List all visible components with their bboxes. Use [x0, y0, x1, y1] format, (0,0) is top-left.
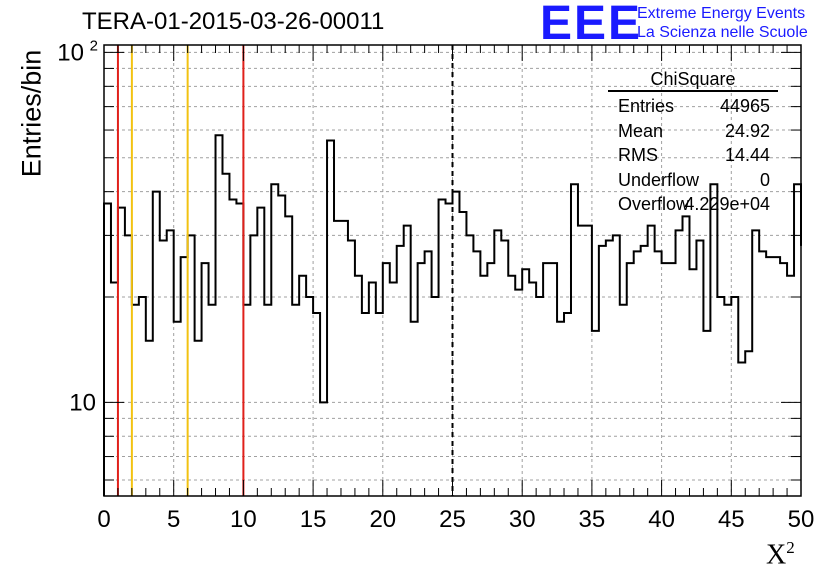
stats-row-entries: Entries 44965	[610, 94, 776, 119]
x-axis-label: X2	[766, 538, 795, 571]
x-tick-label: 35	[579, 506, 606, 533]
y-tick-label: 10	[69, 389, 96, 416]
stats-value: 24.92	[724, 120, 770, 141]
x-tick-label: 45	[718, 506, 745, 533]
x-tick-label: 5	[167, 506, 180, 533]
x-tick-label: 0	[97, 506, 110, 533]
logo-caption: Extreme Energy Events La Scienza nelle S…	[637, 4, 808, 42]
x-tick-label: 30	[509, 506, 536, 533]
stats-box: ChiSquare Entries 44965 Mean 24.92 RMS 14.4…	[608, 68, 778, 217]
y-tick-label: 10	[57, 39, 84, 66]
x-tick-label: 10	[230, 506, 257, 533]
stats-key: RMS	[618, 145, 658, 165]
stats-row-overflow: Overflow 4.229e+04	[610, 192, 776, 217]
stats-row-mean: Mean 24.92	[610, 119, 776, 144]
stats-key: Entries	[618, 96, 675, 116]
stats-value: 44965	[719, 96, 770, 116]
eee-logo: EEE	[540, 0, 643, 50]
stats-title: ChiSquare	[608, 68, 778, 92]
stats-row-underflow: Underflow 0	[610, 168, 776, 193]
stats-value: 14.44	[724, 145, 770, 165]
y-tick-label-sup: 2	[90, 37, 98, 54]
x-axis-label-base: X	[766, 539, 787, 571]
logo-line-2: La Scienza nelle Scuole	[637, 24, 808, 41]
stats-key: Mean	[618, 120, 664, 141]
chart-title: TERA-01-2015-03-26-00011	[82, 8, 385, 35]
x-tick-label: 40	[648, 506, 675, 533]
x-tick-label: 15	[300, 506, 327, 533]
x-tick-label: 50	[788, 506, 815, 533]
histogram-line	[103, 134, 802, 496]
stats-row-rms: RMS 14.44	[610, 143, 776, 168]
stats-key: Underflow	[618, 169, 700, 190]
x-tick-label: 20	[369, 506, 396, 533]
y-axis-label: Entries/bin	[16, 49, 47, 178]
stats-value: 4.229e+04	[684, 194, 770, 214]
stats-key: Overflow	[618, 194, 690, 214]
logo-line-1: Extreme Energy Events	[637, 5, 806, 22]
x-axis-label-sup: 2	[786, 538, 795, 557]
stats-value: 0	[759, 169, 770, 190]
x-tick-label: 25	[439, 506, 466, 533]
